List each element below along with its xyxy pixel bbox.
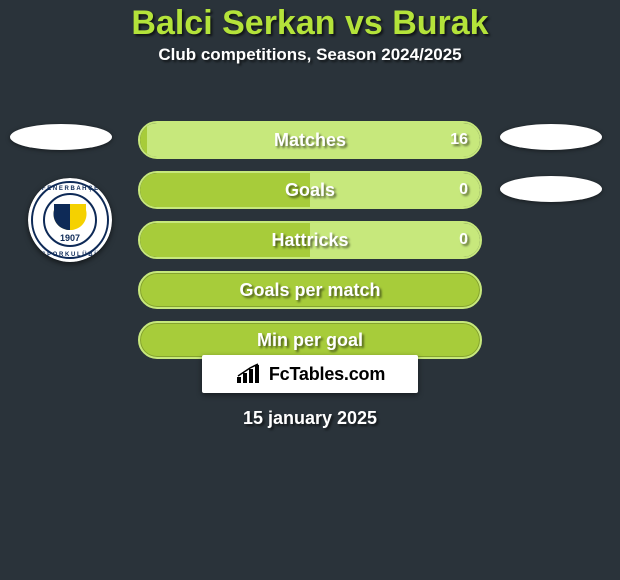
crest-svg: F E N E R B A H Ç E S P O R K U L Ü B Ü …	[28, 178, 112, 262]
stat-right-value: 0	[459, 223, 468, 257]
stat-row: Min per goal	[138, 321, 482, 359]
right-player-ellipse-top	[500, 124, 602, 150]
bars-icon	[235, 363, 263, 385]
stat-row: Matches16	[138, 121, 482, 159]
svg-text:1907: 1907	[60, 233, 80, 243]
stat-row: Goals0	[138, 171, 482, 209]
stat-label: Hattricks	[140, 223, 480, 257]
generated-date: 15 january 2025	[0, 408, 620, 429]
date-text: 15 january 2025	[243, 408, 377, 428]
right-player-ellipse-mid	[500, 176, 602, 202]
page-subtitle: Club competitions, Season 2024/2025	[0, 45, 620, 65]
stat-label: Matches	[140, 123, 480, 157]
left-player-ellipse	[10, 124, 112, 150]
stat-right-value: 0	[459, 173, 468, 207]
subtitle-text: Club competitions, Season 2024/2025	[158, 45, 461, 64]
stat-label: Goals	[140, 173, 480, 207]
stat-label: Min per goal	[140, 323, 480, 357]
club-crest: F E N E R B A H Ç E S P O R K U L Ü B Ü …	[28, 178, 112, 262]
comparison-infographic: Balci Serkan vs Burak Club competitions,…	[0, 0, 620, 580]
brand-box: FcTables.com	[202, 355, 418, 393]
brand-text: FcTables.com	[269, 364, 385, 385]
page-title: Balci Serkan vs Burak	[0, 0, 620, 43]
stat-row: Goals per match	[138, 271, 482, 309]
stat-rows: Matches16Goals0Hattricks0Goals per match…	[138, 121, 482, 371]
stat-row: Hattricks0	[138, 221, 482, 259]
svg-text:F E N E R B A H Ç E: F E N E R B A H Ç E	[42, 186, 98, 192]
stat-label: Goals per match	[140, 273, 480, 307]
title-text: Balci Serkan vs Burak	[131, 4, 488, 42]
stat-right-value: 16	[450, 123, 468, 157]
svg-text:S P O R K U L Ü B Ü: S P O R K U L Ü B Ü	[41, 251, 98, 258]
